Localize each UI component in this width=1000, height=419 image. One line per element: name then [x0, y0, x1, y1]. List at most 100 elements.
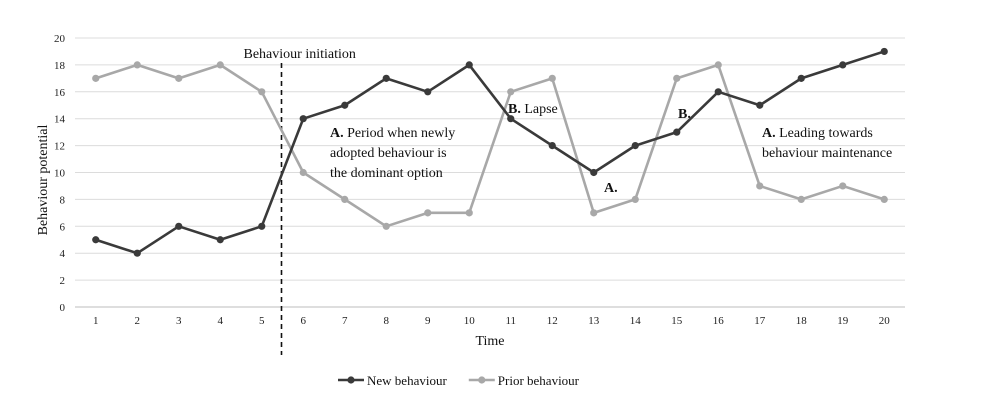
x-tick-label: 2 — [135, 315, 141, 327]
annotation-text: adopted behaviour is — [330, 146, 447, 161]
legend-label: Prior behaviour — [498, 373, 580, 388]
y-tick-label: 10 — [54, 168, 66, 180]
series-prior-behaviour — [92, 61, 888, 230]
y-tick-label: 18 — [54, 60, 66, 72]
x-tick-label: 13 — [588, 315, 600, 327]
annotation-text: B. Lapse — [508, 102, 558, 117]
legend-swatch-marker — [347, 376, 355, 384]
data-point — [465, 61, 473, 69]
data-point — [92, 236, 100, 244]
data-point — [216, 236, 224, 244]
x-tick-label: 18 — [796, 315, 808, 327]
x-tick-label: 3 — [176, 315, 182, 327]
x-tick-label: 14 — [630, 315, 642, 327]
y-tick-label: 6 — [60, 221, 66, 233]
annotation-text: A. Period when newly — [330, 126, 455, 141]
annotation-text: A. Leading towards — [762, 126, 873, 141]
data-point — [258, 88, 266, 96]
x-tick-label: 8 — [384, 315, 390, 327]
y-axis-title: Behaviour potential — [36, 124, 51, 235]
series-line — [95, 50, 885, 255]
data-point — [424, 209, 432, 217]
x-tick-label: 19 — [837, 315, 849, 327]
annotation: B. Lapse — [508, 102, 558, 117]
data-point — [673, 128, 681, 136]
data-point — [258, 222, 266, 230]
data-point — [424, 88, 432, 96]
series-new-behaviour — [92, 47, 888, 257]
legend-swatch-marker — [478, 376, 486, 384]
data-point — [507, 115, 515, 123]
x-tick-label: 12 — [547, 315, 558, 327]
data-point — [797, 195, 805, 203]
data-point — [839, 182, 847, 190]
data-point — [175, 222, 183, 230]
annotation: B. — [678, 107, 691, 122]
data-point — [548, 74, 556, 82]
y-tick-label: 4 — [60, 248, 66, 260]
annotation: A. — [604, 181, 618, 196]
x-tick-label: 10 — [464, 315, 476, 327]
y-tick-label: 12 — [54, 141, 65, 153]
x-tick-labels: 1 2 3 4 5 6 7 8 9 10 11 12 13 14 15 16 17 18 19 20 — [93, 315, 890, 327]
legend: New behaviour Prior behaviour — [338, 373, 580, 388]
y-tick-label: 0 — [60, 302, 66, 314]
y-tick-label: 16 — [54, 87, 66, 99]
annotations: A. Period when newly adopted behaviour is… — [330, 102, 892, 196]
data-point — [382, 74, 390, 82]
legend-label: New behaviour — [367, 373, 447, 388]
data-point — [880, 47, 888, 56]
data-point — [92, 74, 100, 82]
data-point — [590, 168, 598, 177]
data-point — [382, 222, 390, 230]
x-tick-label: 1 — [93, 315, 99, 327]
data-point — [341, 195, 349, 203]
x-tick-label: 6 — [301, 315, 307, 327]
legend-item: Prior behaviour — [468, 373, 580, 388]
behaviour-initiation-label: Behaviour initiation — [244, 47, 356, 62]
data-point — [631, 195, 639, 203]
series-group — [92, 47, 888, 257]
annotation: A. Period when newly adopted behaviour is… — [330, 126, 455, 181]
y-tick-label: 14 — [54, 114, 66, 126]
data-point — [299, 168, 307, 177]
y-tick-label: 20 — [54, 33, 66, 45]
data-point — [175, 74, 183, 82]
x-tick-label: 15 — [671, 315, 683, 327]
data-point — [133, 61, 141, 69]
series-line — [95, 63, 885, 228]
data-point — [880, 195, 888, 203]
x-tick-label: 20 — [879, 315, 891, 327]
y-tick-label: 2 — [60, 275, 66, 287]
data-point — [299, 115, 307, 123]
annotation-text: behaviour maintenance — [762, 146, 892, 161]
annotation-text: B. — [678, 107, 691, 122]
data-point — [797, 74, 805, 82]
data-point — [133, 249, 141, 257]
x-axis-title: Time — [475, 334, 504, 349]
x-tick-label: 9 — [425, 315, 431, 327]
x-tick-label: 4 — [218, 315, 224, 327]
grid — [75, 37, 905, 308]
data-point — [756, 182, 764, 190]
data-point — [341, 101, 349, 109]
data-point — [465, 209, 473, 217]
data-point — [714, 88, 722, 96]
y-tick-labels: 0 2 4 6 8 10 12 14 16 18 20 — [54, 33, 66, 314]
y-tick-label: 8 — [60, 194, 66, 206]
annotation: A. Leading towards behaviour maintenance — [762, 126, 892, 161]
x-tick-label: 7 — [342, 315, 348, 327]
annotation-text: A. — [604, 181, 618, 196]
x-tick-label: 11 — [505, 315, 516, 327]
data-point — [756, 101, 764, 109]
data-point — [714, 61, 722, 69]
data-point — [839, 61, 847, 69]
x-tick-label: 16 — [713, 315, 725, 327]
data-point — [548, 142, 556, 150]
legend-item: New behaviour — [338, 373, 447, 388]
data-point — [673, 74, 681, 82]
data-point — [216, 61, 224, 69]
annotation-text: the dominant option — [330, 166, 443, 181]
